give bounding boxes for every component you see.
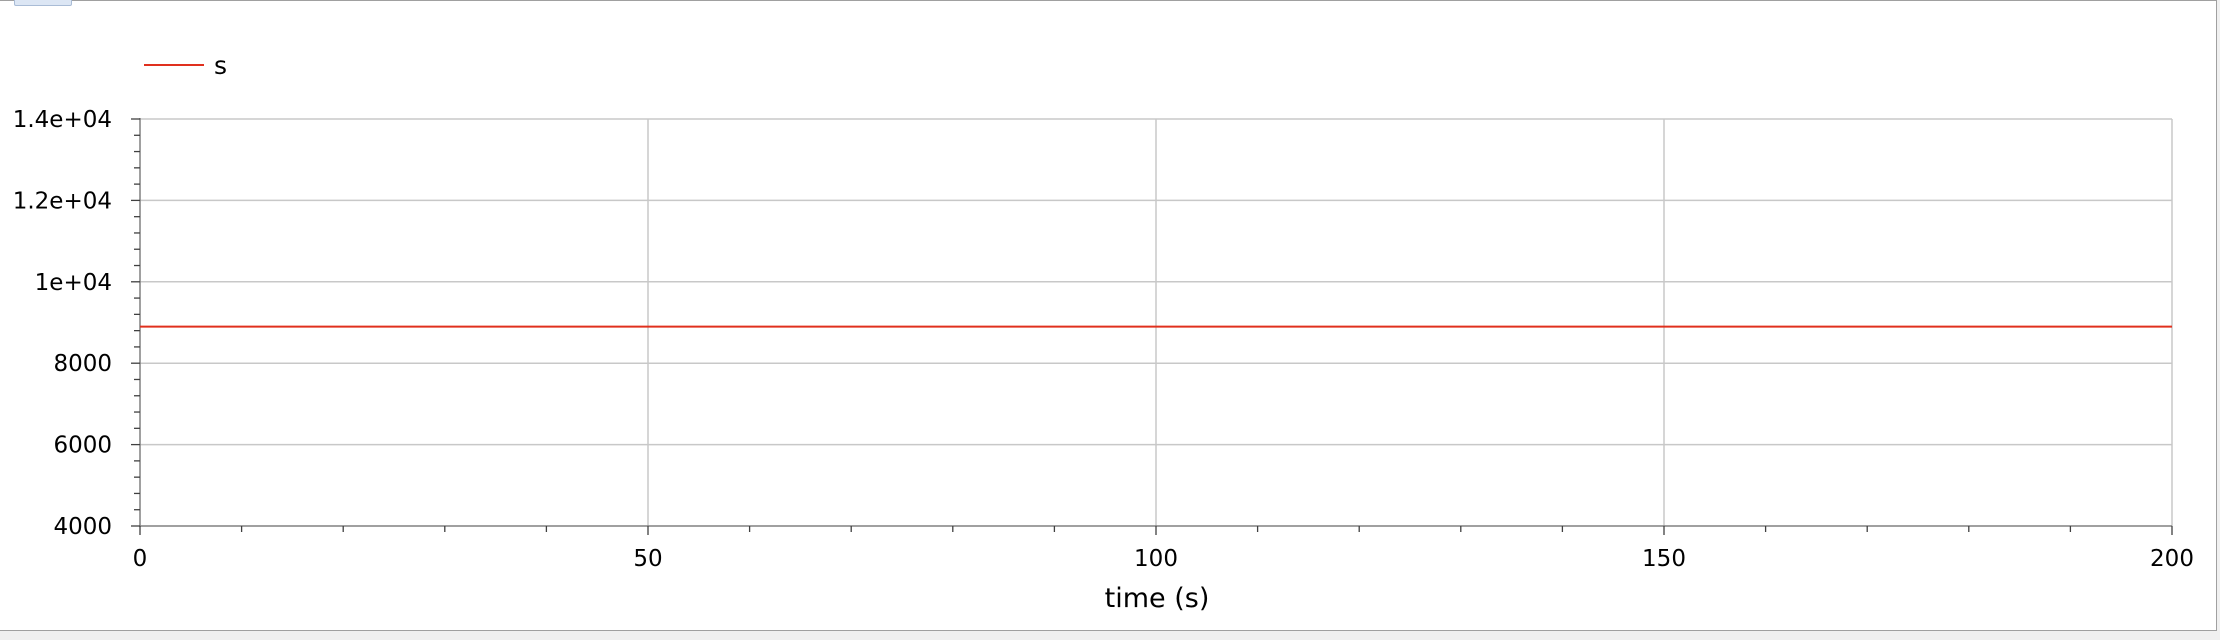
x-tick-label: 100: [1134, 546, 1178, 572]
tick-labels: 0 50 100 150 200 4000 6000 8000 1e+04 1.2e+04 1.4e…: [13, 107, 2194, 572]
toolbar-button[interactable]: [14, 0, 72, 6]
y-tick-label: 1.2e+04: [13, 188, 112, 214]
x-tick-label: 50: [633, 546, 662, 572]
y-tick-label: 1e+04: [35, 270, 112, 296]
x-tick-label: 150: [1642, 546, 1686, 572]
legend: s: [144, 51, 227, 80]
legend-label: s: [214, 51, 227, 80]
x-tick-label: 200: [2150, 546, 2194, 572]
grid: [140, 118, 2173, 526]
x-tick-label: 0: [133, 546, 148, 572]
y-tick-label: 4000: [53, 514, 112, 540]
y-tick-label: 8000: [53, 351, 112, 377]
x-axis-title: time (s): [1105, 583, 1210, 614]
y-tick-label: 6000: [53, 433, 112, 459]
axes: [131, 118, 2173, 535]
y-tick-label: 1.4e+04: [13, 107, 112, 133]
